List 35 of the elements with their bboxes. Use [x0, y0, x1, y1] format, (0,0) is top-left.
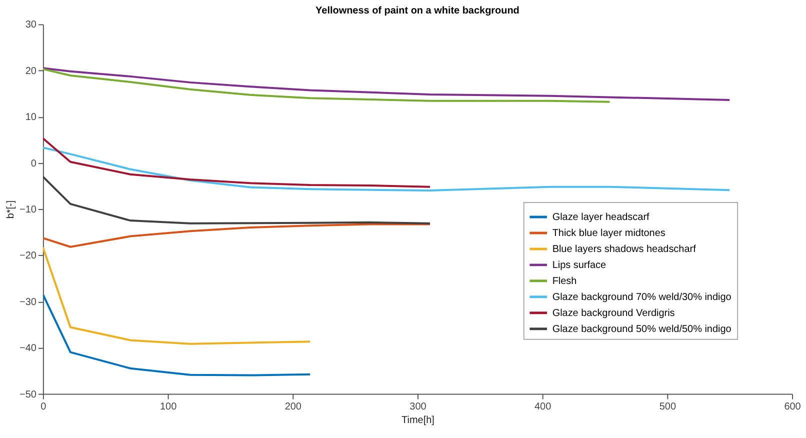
legend-label: Glaze layer headscarf — [552, 212, 650, 223]
y-tick-label: 30 — [25, 20, 37, 31]
x-tick-label: 300 — [410, 401, 427, 412]
x-axis-title: Time[h] — [402, 415, 435, 426]
y-tick-label: −30 — [20, 296, 37, 308]
legend-label: Thick blue layer midtones — [552, 228, 666, 239]
line-series — [42, 137, 431, 188]
line-series — [42, 246, 312, 345]
x-tick-label: 500 — [659, 401, 676, 412]
y-tick-label: 20 — [25, 66, 37, 77]
x-tick-label: 100 — [160, 401, 178, 412]
legend-label: Glaze background 50% weld/50% indigo — [552, 324, 732, 335]
line-series — [42, 68, 611, 103]
y-tick-label: 10 — [25, 112, 37, 124]
x-tick-label: 200 — [284, 401, 302, 412]
y-tick-label: −20 — [20, 250, 37, 262]
x-tick-label: 0 — [40, 401, 47, 412]
x-tick-label: 400 — [534, 401, 552, 412]
line-series — [42, 223, 431, 248]
legend-label: Glaze background 70% weld/30% indigo — [552, 292, 732, 303]
chart-title: Yellowness of paint on a white background — [316, 5, 520, 16]
legend-label: Lips surface — [552, 260, 607, 271]
legend-label: Blue layers shadows headscharf — [552, 244, 696, 255]
x-tick-label: 600 — [784, 401, 802, 412]
line-series — [42, 146, 731, 192]
line-series — [42, 176, 431, 224]
y-tick-label: −10 — [20, 204, 37, 216]
line-series — [42, 67, 731, 101]
y-tick-label: 0 — [30, 158, 37, 170]
y-axis-title: b*[-] — [6, 200, 17, 219]
line-series — [42, 293, 312, 376]
legend-label: Flesh — [552, 276, 577, 287]
legend-label: Glaze background Verdigris — [552, 308, 675, 319]
y-tick-label: −40 — [20, 343, 37, 354]
y-tick-label: −50 — [20, 389, 37, 400]
